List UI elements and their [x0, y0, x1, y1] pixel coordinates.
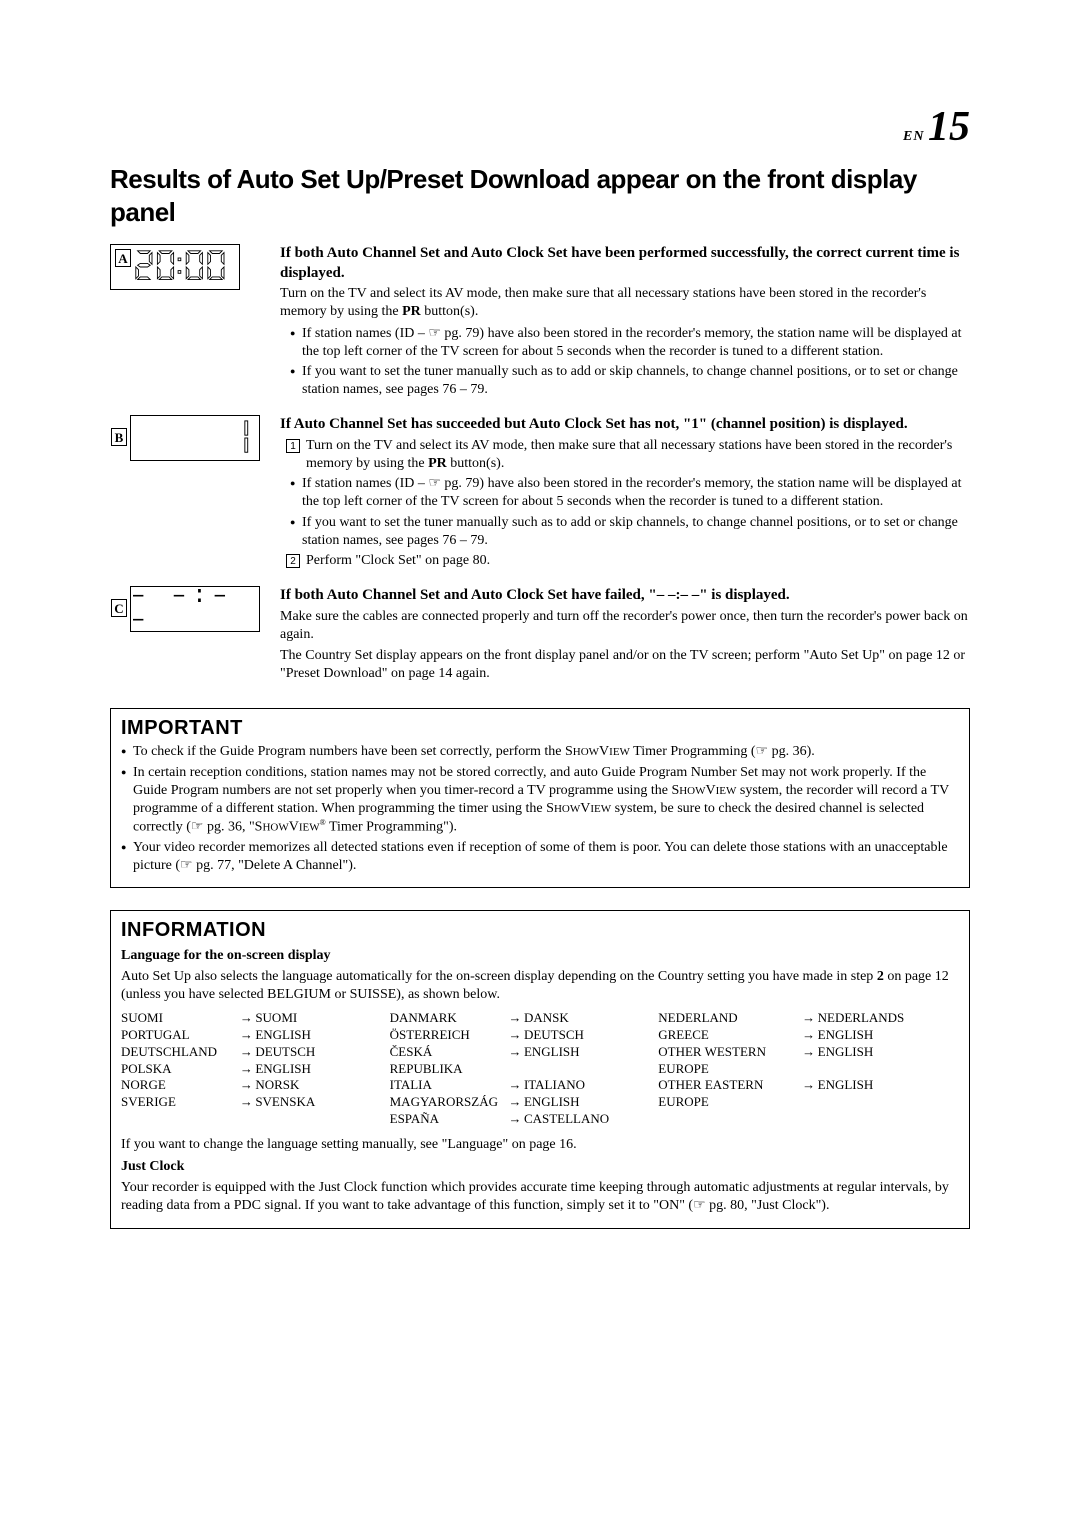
page-prefix: EN: [903, 129, 924, 144]
section-c-intro: Make sure the cables are connected prope…: [280, 608, 970, 644]
arrow-icon: →: [239, 1077, 253, 1094]
important-bullet: To check if the Guide Program numbers ha…: [121, 743, 959, 761]
language-table: SUOMI→SUOMI PORTUGAL→ENGLISH DEUTSCHLAND…: [121, 1010, 959, 1128]
lang-col-3: NEDERLAND→NEDERLANDS GREECE→ENGLISH OTHE…: [658, 1010, 959, 1128]
numbered-item: 2Perform "Clock Set" on page 80.: [280, 552, 970, 570]
arrow-icon: →: [239, 1027, 253, 1044]
section-c-heading: If both Auto Channel Set and Auto Clock …: [280, 586, 970, 606]
lang-row: SVERIGE→SVENSKA: [121, 1094, 372, 1111]
bullet-item: If station names (ID – ☞ pg. 79) have al…: [290, 325, 970, 361]
information-title: INFORMATION: [121, 917, 959, 943]
arrow-icon: →: [508, 1111, 522, 1128]
seg-display-b: [242, 419, 252, 457]
seg-display-a: [134, 249, 233, 285]
lang-intro: Auto Set Up also selects the language au…: [121, 968, 959, 1004]
lang-row: ÖSTERREICH→DEUTSCH: [390, 1027, 641, 1044]
arrow-icon: →: [802, 1077, 816, 1111]
display-label-b: B: [111, 428, 127, 446]
lang-row: NEDERLAND→NEDERLANDS: [658, 1010, 959, 1027]
lang-row: OTHER EASTERN EUROPE→ENGLISH: [658, 1077, 959, 1111]
numbered-item: 1Turn on the TV and select its AV mode, …: [280, 437, 970, 473]
lang-row: DEUTSCHLAND→DEUTSCH: [121, 1044, 372, 1061]
section-b-bullets: If station names (ID – ☞ pg. 79) have al…: [280, 475, 970, 550]
section-b: B If Auto Channel Set has succeeded but …: [110, 415, 970, 572]
arrow-icon: →: [508, 1077, 522, 1094]
lang-row: ESPAÑA→CASTELLANO: [390, 1111, 641, 1128]
lang-row: NORGE→NORSK: [121, 1077, 372, 1094]
section-a-bullets: If station names (ID – ☞ pg. 79) have al…: [280, 325, 970, 400]
display-panel-c: C – –:– –: [130, 586, 260, 632]
section-a: A: [110, 244, 970, 401]
bullet-item: If you want to set the tuner manually su…: [290, 514, 970, 550]
bullet-item: If station names (ID – ☞ pg. 79) have al…: [290, 475, 970, 511]
arrow-icon: →: [508, 1044, 522, 1078]
display-panel-a: A: [110, 244, 240, 290]
lang-row: MAGYARORSZÁG→ENGLISH: [390, 1094, 641, 1111]
lang-row: ITALIA→ITALIANO: [390, 1077, 641, 1094]
arrow-icon: →: [802, 1010, 816, 1027]
lang-row: OTHER WESTERN EUROPE→ENGLISH: [658, 1044, 959, 1078]
section-a-heading: If both Auto Channel Set and Auto Clock …: [280, 244, 970, 283]
arrow-icon: →: [802, 1044, 816, 1078]
information-box: INFORMATION Language for the on-screen d…: [110, 910, 970, 1229]
page-title: Results of Auto Set Up/Preset Download a…: [110, 163, 970, 231]
lang-row: DANMARK→DANSK: [390, 1010, 641, 1027]
arrow-icon: →: [239, 1094, 253, 1111]
lang-row: POLSKA→ENGLISH: [121, 1061, 372, 1078]
clock-body: Your recorder is equipped with the Just …: [121, 1179, 959, 1215]
lang-col-2: DANMARK→DANSK ÖSTERREICH→DEUTSCH ČESKÁ R…: [390, 1010, 641, 1128]
section-a-intro: Turn on the TV and select its AV mode, t…: [280, 285, 970, 321]
section-c: C – –:– – If both Auto Channel Set and A…: [110, 586, 970, 686]
display-panel-b: B: [130, 415, 260, 461]
important-bullet: Your video recorder memorizes all detect…: [121, 839, 959, 875]
lang-footer: If you want to change the language setti…: [121, 1136, 959, 1154]
arrow-icon: →: [239, 1010, 253, 1027]
arrow-icon: →: [508, 1010, 522, 1027]
arrow-icon: →: [508, 1094, 522, 1111]
page-number: 15: [928, 104, 970, 150]
lang-row: PORTUGAL→ENGLISH: [121, 1027, 372, 1044]
arrow-icon: →: [802, 1027, 816, 1044]
section-b-heading: If Auto Channel Set has succeeded but Au…: [280, 415, 970, 435]
lang-row: SUOMI→SUOMI: [121, 1010, 372, 1027]
display-label-a: A: [115, 249, 131, 267]
clock-heading: Just Clock: [121, 1158, 959, 1176]
arrow-icon: →: [239, 1061, 253, 1078]
important-title: IMPORTANT: [121, 715, 959, 741]
arrow-icon: →: [239, 1044, 253, 1061]
lang-col-1: SUOMI→SUOMI PORTUGAL→ENGLISH DEUTSCHLAND…: [121, 1010, 372, 1128]
seg-display-c: – –:– –: [131, 585, 259, 633]
page-header: EN 15: [110, 100, 970, 155]
arrow-icon: →: [508, 1027, 522, 1044]
important-box: IMPORTANT To check if the Guide Program …: [110, 708, 970, 888]
important-bullet: In certain reception conditions, station…: [121, 764, 959, 837]
lang-heading: Language for the on-screen display: [121, 947, 959, 965]
section-c-body2: The Country Set display appears on the f…: [280, 647, 970, 683]
lang-row: GREECE→ENGLISH: [658, 1027, 959, 1044]
bullet-item: If you want to set the tuner manually su…: [290, 363, 970, 399]
display-label-c: C: [111, 599, 127, 617]
lang-row: ČESKÁ REPUBLIKA→ENGLISH: [390, 1044, 641, 1078]
